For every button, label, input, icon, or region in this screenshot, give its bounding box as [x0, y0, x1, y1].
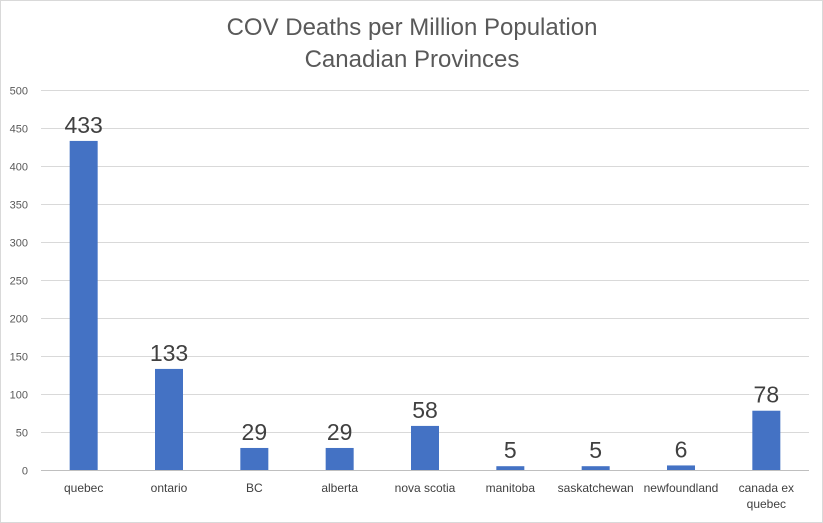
- category-labels: quebec ontario BC alberta nova scotia manitob…: [64, 481, 794, 511]
- bar-canada-ex-quebec: [752, 410, 781, 470]
- bar-ontario: [155, 368, 183, 470]
- data-label: 29: [327, 419, 353, 445]
- data-label: 5: [504, 437, 517, 463]
- bar-quebec: [69, 140, 98, 471]
- bar-newfoundland: [667, 465, 695, 470]
- category-label: ontario: [151, 481, 188, 495]
- y-tick-label: 300: [10, 238, 28, 250]
- data-label: 78: [754, 382, 780, 408]
- data-label: 29: [242, 419, 268, 445]
- data-label: 433: [64, 112, 102, 138]
- category-label: nova scotia: [395, 481, 456, 495]
- y-tick-label: 500: [10, 86, 28, 98]
- category-label: saskatchewan: [558, 481, 634, 495]
- category-label: newfoundland: [644, 481, 719, 495]
- bar-alberta: [325, 447, 354, 470]
- y-tick-label: 50: [16, 428, 28, 440]
- data-label: 6: [675, 436, 688, 462]
- data-label: 58: [412, 397, 438, 423]
- chart-title: COV Deaths per Million Population: [227, 14, 598, 41]
- category-label: quebec: [64, 481, 103, 495]
- category-label: canada ex quebec: [739, 481, 794, 511]
- data-label: 133: [150, 340, 188, 366]
- y-tick-label: 400: [10, 162, 28, 174]
- category-label: alberta: [321, 481, 358, 495]
- bar-saskatchewan: [581, 466, 610, 470]
- bar-manitoba: [496, 466, 525, 470]
- y-tick-label: 250: [10, 276, 28, 288]
- y-tick-label: 150: [10, 352, 28, 364]
- data-label: 5: [589, 437, 602, 463]
- bar-bc: [240, 447, 269, 470]
- y-tick-label: 450: [10, 124, 28, 136]
- chart-subtitle: Canadian Provinces: [305, 46, 520, 73]
- y-axis-ticks: 0 50 100 150 200 250 300 350 400 450 500: [10, 86, 28, 478]
- category-label: BC: [246, 481, 263, 495]
- y-tick-label: 100: [10, 390, 28, 402]
- bar-nova-scotia: [411, 425, 439, 470]
- bars: [69, 140, 781, 471]
- y-tick-label: 350: [10, 200, 28, 212]
- y-tick-label: 0: [22, 466, 28, 478]
- data-labels: 433 133 29 29 58 5 5 6 78: [64, 112, 779, 463]
- category-label: manitoba: [486, 481, 536, 495]
- y-tick-label: 200: [10, 314, 28, 326]
